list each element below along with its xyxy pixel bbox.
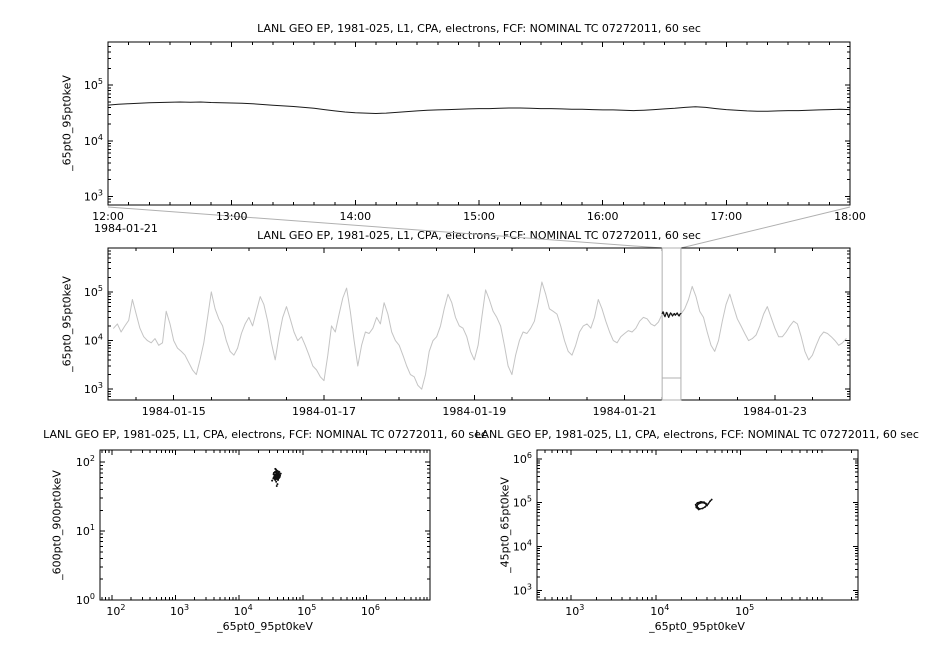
svg-text:104: 104 [650, 603, 669, 618]
svg-text:103: 103 [565, 603, 584, 618]
scatter-left-chart-title: LANL GEO EP, 1981-025, L1, CPA, electron… [43, 428, 487, 441]
svg-text:14:00: 14:00 [339, 210, 371, 223]
svg-text:104: 104 [84, 133, 103, 148]
scatter-right-chart-title: LANL GEO EP, 1981-025, L1, CPA, electron… [475, 428, 919, 441]
svg-text:105: 105 [735, 603, 754, 618]
svg-text:106: 106 [361, 603, 380, 618]
svg-text:15:00: 15:00 [463, 210, 495, 223]
svg-text:106: 106 [513, 451, 532, 466]
svg-text:103: 103 [84, 188, 103, 203]
svg-text:103: 103 [513, 582, 532, 597]
svg-text:100: 100 [76, 592, 95, 607]
scatter-left-x-axis-label: _65pt0_95pt0keV [217, 620, 313, 633]
svg-text:105: 105 [513, 495, 532, 510]
svg-text:104: 104 [84, 333, 103, 348]
overview-chart-title: LANL GEO EP, 1981-025, L1, CPA, electron… [257, 229, 701, 242]
top-chart-title: LANL GEO EP, 1981-025, L1, CPA, electron… [257, 22, 701, 35]
svg-text:1984-01-19: 1984-01-19 [442, 405, 506, 418]
svg-text:103: 103 [170, 603, 189, 618]
svg-text:105: 105 [84, 284, 103, 299]
svg-text:102: 102 [76, 454, 95, 469]
svg-text:17:00: 17:00 [710, 210, 742, 223]
svg-text:105: 105 [84, 77, 103, 92]
svg-text:105: 105 [297, 603, 316, 618]
svg-text:1984-01-17: 1984-01-17 [292, 405, 356, 418]
svg-text:102: 102 [106, 603, 125, 618]
svg-text:1984-01-23: 1984-01-23 [743, 405, 807, 418]
svg-text:13:00: 13:00 [216, 210, 248, 223]
svg-text:104: 104 [234, 603, 253, 618]
svg-text:18:00: 18:00 [834, 210, 866, 223]
svg-text:101: 101 [76, 523, 95, 538]
svg-text:12:00: 12:00 [92, 210, 124, 223]
svg-text:1984-01-15: 1984-01-15 [142, 405, 206, 418]
top-chart-date-context-label: 1984-01-21 [94, 222, 158, 235]
scatter-right-x-axis-label: _65pt0_95pt0keV [649, 620, 745, 633]
svg-text:1984-01-21: 1984-01-21 [593, 405, 657, 418]
svg-text:104: 104 [513, 539, 532, 554]
svg-text:16:00: 16:00 [587, 210, 619, 223]
svg-text:103: 103 [84, 381, 103, 396]
